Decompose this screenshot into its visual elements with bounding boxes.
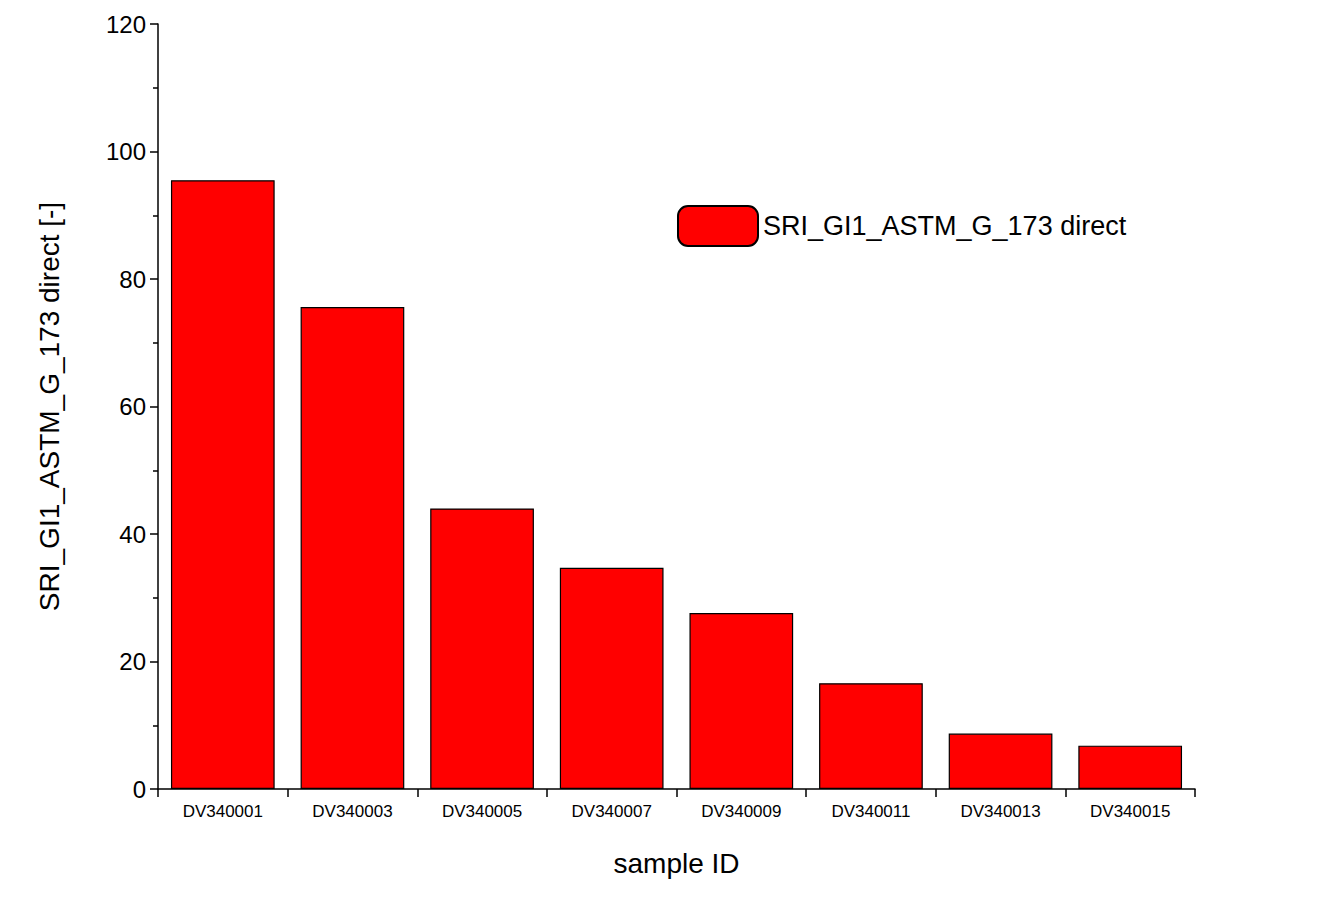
svg-text:60: 60 (119, 393, 146, 420)
svg-text:100: 100 (106, 138, 146, 165)
svg-text:DV340015: DV340015 (1090, 802, 1170, 821)
svg-text:DV340005: DV340005 (442, 802, 522, 821)
svg-text:80: 80 (119, 266, 146, 293)
svg-text:DV340011: DV340011 (831, 802, 910, 821)
svg-text:DV340013: DV340013 (960, 802, 1040, 821)
svg-text:DV340003: DV340003 (312, 802, 392, 821)
svg-text:0: 0 (133, 776, 146, 803)
svg-text:DV340001: DV340001 (183, 802, 263, 821)
svg-text:DV340007: DV340007 (572, 802, 652, 821)
svg-text:DV340009: DV340009 (701, 802, 781, 821)
svg-text:sample ID: sample ID (613, 848, 739, 879)
svg-text:40: 40 (119, 521, 146, 548)
svg-text:SRI_GI1_ASTM_G_173 direct [-]: SRI_GI1_ASTM_G_173 direct [-] (34, 202, 65, 611)
svg-text:20: 20 (119, 648, 146, 675)
svg-text:120: 120 (106, 11, 146, 38)
svg-text:SRI_GI1_ASTM_G_173 direct: SRI_GI1_ASTM_G_173 direct (763, 211, 1127, 241)
